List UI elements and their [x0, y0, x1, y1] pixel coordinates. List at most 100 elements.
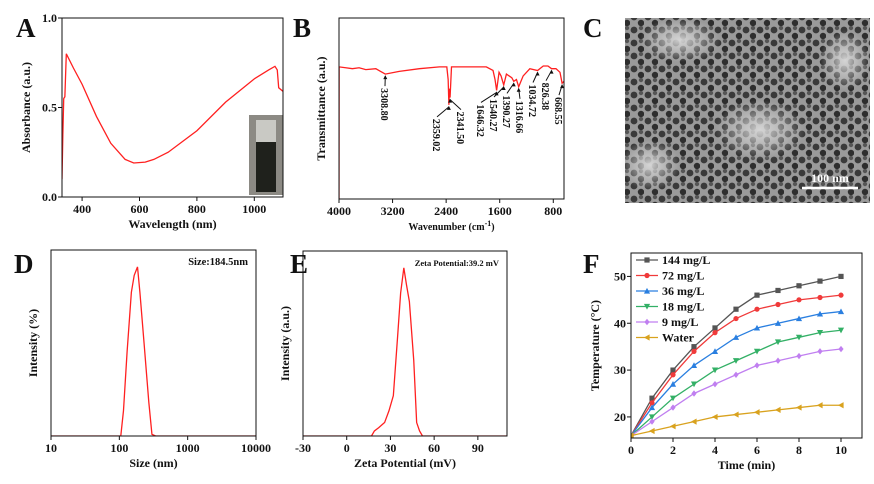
tem-bright-region	[715, 100, 805, 160]
data-point-triangle-up	[669, 381, 677, 387]
data-point-diamond	[817, 348, 823, 355]
x-tick-label: 90	[472, 441, 484, 455]
peak-annotation: 668.55	[552, 97, 563, 125]
peak-annotation: 2341.50	[454, 112, 465, 145]
x-axis-label: Wavenumber (cm-1)	[408, 219, 494, 233]
x-tick-label: 400	[73, 202, 91, 216]
legend-marker-circle	[644, 272, 650, 279]
data-point-diamond	[733, 371, 739, 378]
panel-letter-C: C	[583, 13, 603, 43]
data-point-circle	[775, 301, 781, 308]
y-axis-label: Absorbance (a.u.)	[19, 62, 33, 153]
y-axis-label: Transmittance (a.u.)	[314, 56, 328, 160]
spectrum-line	[62, 53, 283, 180]
arrow-head-icon	[516, 87, 521, 92]
plot-frame	[302, 250, 508, 437]
data-point-square	[691, 344, 697, 350]
data-point-square	[817, 278, 823, 284]
data-point-triangle-left	[753, 409, 760, 416]
x-axis-label-end: )	[491, 222, 494, 233]
x-tick-label: 100	[110, 441, 128, 455]
data-point-triangle-left	[711, 413, 718, 421]
plot-area	[339, 65, 564, 199]
legend-label: 18 mg/L	[662, 300, 704, 314]
plot-area	[62, 53, 283, 180]
data-point-triangle-down	[837, 327, 845, 334]
arrow-head-icon	[448, 98, 453, 103]
y-tick-label: 20	[614, 410, 626, 424]
data-point-triangle-left	[669, 423, 676, 430]
arrow-head-icon	[511, 82, 516, 87]
legend-marker-triangle-down	[643, 303, 651, 310]
data-point-triangle-down	[753, 348, 761, 355]
data-point-diamond	[712, 380, 718, 388]
x-tick-label: 30	[384, 441, 396, 455]
x-axis-label-text: Wavenumber (cm	[408, 222, 485, 233]
arrow-head-icon	[549, 69, 554, 74]
data-point-square	[838, 273, 844, 280]
legend-label: Water	[662, 331, 695, 345]
data-point-circle	[838, 292, 844, 298]
data-point-triangle-left	[795, 404, 802, 411]
chart-panel-B: B 4000 3200 2400 1600 800 Wavenumber (cm-1) Tra…	[293, 13, 565, 233]
scale-bar-label: 100 nm	[811, 171, 849, 185]
x-tick-label: 1600	[488, 204, 512, 218]
arrow-head-icon	[501, 85, 506, 90]
data-point-circle	[649, 400, 655, 406]
x-tick-label: 3200	[381, 204, 405, 218]
spectrum-line	[303, 267, 507, 436]
panel-letter-A: A	[16, 13, 36, 43]
data-point-triangle-down	[669, 395, 677, 402]
y-tick-label: 50	[614, 269, 626, 283]
data-point-triangle-up	[753, 324, 761, 331]
panel-letter-F: F	[583, 249, 600, 279]
cuvette-inset-photo	[249, 115, 283, 195]
result-annotation: Size:184.5nm	[188, 257, 248, 268]
data-point-triangle-left	[732, 411, 739, 418]
data-point-triangle-left	[774, 406, 781, 413]
x-tick-label: 8	[796, 443, 802, 457]
plot-frame	[50, 249, 257, 437]
peak-annotation: 3308.80	[378, 88, 389, 121]
data-point-diamond	[649, 418, 655, 425]
data-point-circle	[733, 315, 739, 322]
panel-letter-B: B	[293, 13, 311, 43]
data-point-triangle-down	[774, 339, 782, 346]
x-tick-label: 2400	[434, 204, 458, 218]
arrow-head-icon	[560, 84, 565, 89]
data-point-triangle-down	[648, 414, 656, 421]
plot-area	[631, 273, 845, 438]
data-point-diamond	[691, 390, 697, 397]
data-point-triangle-down	[711, 367, 719, 374]
data-point-square	[712, 325, 718, 331]
chart-panel-D: D 10 100 1000 10000 Size (nm) Intensity (%) Siz…	[14, 249, 271, 470]
plot-frame	[61, 17, 284, 198]
x-tick-label: 1000	[176, 441, 200, 455]
data-point-circle	[670, 372, 676, 378]
y-axis-label: Intensity (%)	[26, 309, 40, 377]
arrow-head-icon	[383, 75, 388, 80]
x-tick-label: 4000	[327, 204, 351, 218]
data-point-circle	[712, 330, 718, 336]
x-tick-label: 60	[428, 441, 440, 455]
data-point-circle	[691, 348, 697, 354]
y-tick-label: 0.0	[42, 190, 57, 204]
data-point-triangle-up	[648, 404, 656, 411]
legend-label: 9 mg/L	[662, 315, 698, 329]
data-point-square	[649, 395, 655, 401]
data-point-triangle-up	[795, 315, 803, 322]
data-point-diamond	[754, 362, 760, 369]
data-point-circle	[754, 306, 760, 312]
y-axis-label: Intensity (a.u.)	[278, 306, 292, 381]
data-point-triangle-down	[690, 381, 698, 388]
data-point-triangle-up	[732, 334, 740, 340]
data-point-triangle-left	[816, 402, 823, 409]
y-tick-label: 0.5	[42, 101, 57, 115]
peak-annotation: 2359.02	[430, 119, 441, 152]
y-tick-label: 1.0	[42, 11, 57, 25]
data-point-triangle-up	[837, 308, 845, 315]
legend-label: 144 mg/L	[662, 253, 710, 267]
plot-frame	[338, 17, 565, 200]
y-axis-label: Temperature (°C)	[588, 300, 602, 391]
data-point-triangle-up	[816, 310, 824, 317]
